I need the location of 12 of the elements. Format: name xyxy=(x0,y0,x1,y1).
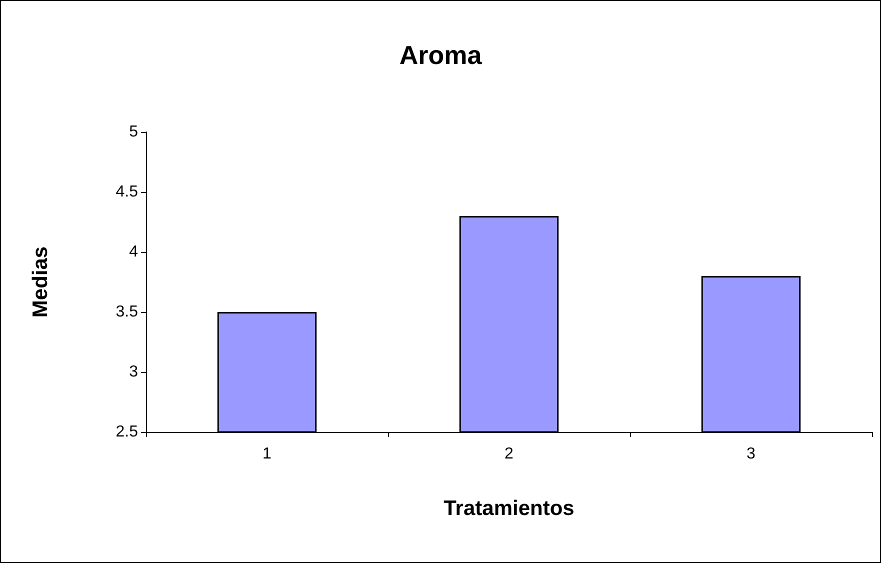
y-tick-label: 4 xyxy=(129,244,138,260)
x-tick-label: 1 xyxy=(262,446,272,462)
chart-title: Aroma xyxy=(399,40,482,70)
x-axis-title: Tratamientos xyxy=(444,497,574,520)
y-tick-label: 3 xyxy=(129,364,138,380)
y-tick-label: 5 xyxy=(129,124,138,140)
y-axis-title: Medias xyxy=(29,246,52,318)
x-tick-label: 3 xyxy=(746,446,756,462)
y-tick-label: 4.5 xyxy=(116,184,138,200)
y-tick-label: 3.5 xyxy=(116,304,138,320)
y-tick-label: 2.5 xyxy=(116,424,138,440)
x-tick-label: 2 xyxy=(504,446,514,462)
